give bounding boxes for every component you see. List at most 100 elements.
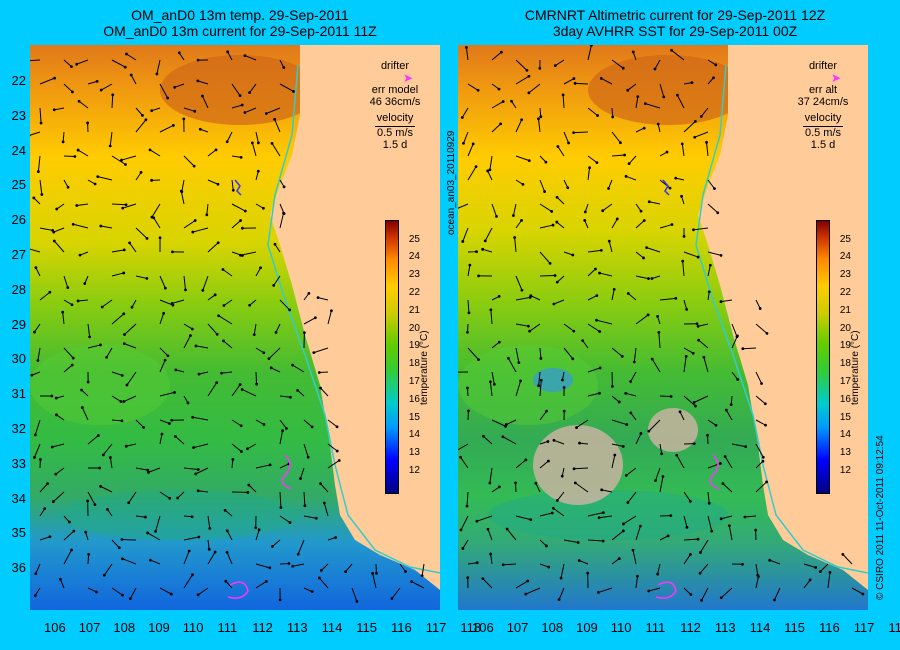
right-legend-speed: 0.5 m/s — [804, 127, 842, 139]
left-title: OM_anD0 13m temp. 29-Sep-2011 OM_anD0 13… — [40, 7, 440, 39]
colorbar-label: 23 — [408, 269, 420, 281]
longitude-tick-label: 115 — [356, 620, 378, 635]
longitude-tick-label: 111 — [217, 620, 238, 635]
longitude-tick-label: 118 — [460, 620, 482, 635]
right-legend: drifter ➤ err alt 37 24cm/s velocity 0.5… — [788, 60, 858, 151]
cool-patch — [458, 345, 598, 425]
longitude-tick-label: 112 — [680, 620, 701, 635]
longitude-tick-label: 110 — [610, 620, 632, 635]
colorbar-label: 17 — [408, 376, 420, 387]
current-vectors — [458, 45, 865, 602]
right-title-line1: CMRNRT Altimetric current for 29-Sep-201… — [524, 7, 826, 23]
longitude-tick-label: 109 — [148, 620, 170, 635]
latitude-tick-label: 22 — [11, 73, 26, 88]
longitude-tick-label: 107 — [506, 620, 529, 635]
latitude-tick-label: 24 — [11, 142, 26, 158]
cloud-patch — [648, 408, 698, 452]
coastline — [267, 64, 440, 574]
right-legend-days: 1.5 d — [810, 139, 836, 151]
colorbar-label: 21 — [839, 304, 851, 316]
longitude-tick-label: 117 — [853, 620, 875, 635]
copyright-text: © CSIRO 2011 11-Oct-2011 09:12:54 — [875, 435, 886, 600]
colorbar-label: 18 — [408, 358, 420, 370]
colorbar-label: 20 — [408, 322, 420, 334]
run-id-text: ocean_an03_20110929 — [446, 130, 457, 235]
longitude-tick-label: 112 — [252, 620, 273, 635]
colorbar-label: 22 — [408, 287, 420, 298]
colorbar-label: 25 — [408, 233, 420, 245]
left-legend-velocity: velocity — [376, 112, 414, 124]
left-title-line1: OM_anD0 13m temp. 29-Sep-2011 — [131, 7, 349, 23]
cloud-patch — [533, 425, 623, 505]
right-map-panel — [458, 45, 868, 610]
colorbar-label: 20 — [839, 322, 851, 334]
latitude-tick-label: 31 — [11, 386, 26, 402]
left-map — [30, 45, 440, 610]
right-legend-err-values: 37 24cm/s — [797, 96, 849, 108]
left-legend-err: err model — [371, 84, 419, 96]
left-map-panel — [30, 45, 440, 610]
latitude-tick-label: 34 — [11, 490, 26, 506]
right-legend-velocity: velocity — [804, 112, 842, 124]
colorbar-label: 16 — [839, 393, 851, 405]
longitude-tick-label: 111 — [645, 620, 666, 635]
cold-patch — [533, 368, 573, 392]
longitude-tick-label: 106 — [44, 620, 66, 635]
colorbar-label: 19 — [408, 340, 420, 352]
latitude-tick-label: 27 — [11, 247, 26, 262]
colorbar-label: 13 — [408, 447, 420, 459]
left-legend-err-values: 46 36cm/s — [369, 96, 421, 108]
latitude-tick-label: 30 — [11, 351, 26, 367]
longitude-tick-label: 110 — [182, 620, 204, 635]
longitude-tick-label: 117 — [425, 620, 447, 635]
colorbar-label: 25 — [839, 233, 851, 245]
left-legend-drifter: drifter — [380, 60, 410, 72]
longitude-tick-label: 108 — [541, 620, 564, 635]
longitude-tick-label: 118 — [888, 620, 900, 635]
colorbar-label: 24 — [839, 251, 851, 263]
longitude-tick-label: 116 — [819, 620, 840, 635]
drifter-tracks — [227, 179, 292, 599]
latitude-tick-label: 25 — [11, 177, 26, 193]
right-colorbar — [816, 220, 830, 494]
longitude-tick-label: 116 — [391, 620, 412, 635]
latitude-tick-label: 32 — [11, 421, 26, 436]
colorbar-label: 12 — [408, 465, 420, 476]
left-legend-days: 1.5 d — [382, 139, 408, 151]
cool-patch — [30, 345, 170, 425]
velocity-arrow-icon — [803, 124, 843, 127]
colorbar-label: 16 — [408, 393, 420, 405]
right-map — [458, 45, 868, 610]
right-colorbar-title: temperature (°C) — [850, 330, 861, 405]
cool-patch — [488, 490, 728, 540]
colorbar-label: 24 — [408, 251, 420, 263]
colorbar-label: 14 — [408, 429, 420, 441]
colorbar-label: 18 — [839, 358, 851, 370]
longitude-tick-label: 114 — [321, 620, 343, 635]
current-vectors — [30, 50, 425, 603]
left-legend: drifter ➤ err model 46 36cm/s velocity 0… — [360, 60, 430, 151]
colorbar-label: 19 — [839, 340, 851, 352]
longitude-tick-label: 113 — [286, 620, 308, 635]
latitude-tick-label: 36 — [11, 560, 26, 576]
warm-patch — [588, 55, 748, 125]
longitude-tick-label: 113 — [714, 620, 736, 635]
longitude-tick-label: 115 — [784, 620, 806, 635]
colorbar-label: 13 — [839, 447, 851, 459]
colorbar-label: 21 — [408, 304, 420, 316]
cool-patch — [60, 490, 300, 540]
left-colorbar — [385, 220, 399, 494]
warm-patch — [160, 55, 320, 125]
right-title: CMRNRT Altimetric current for 29-Sep-201… — [465, 7, 885, 39]
left-colorbar-title: temperature (°C) — [419, 330, 430, 405]
velocity-arrow-icon — [375, 124, 415, 127]
drifter-arrow-icon: ➤ — [402, 71, 414, 85]
longitude-tick-label: 109 — [576, 620, 598, 635]
colorbar-label: 15 — [408, 411, 420, 423]
left-title-line2: OM_anD0 13m current for 29-Sep-2011 11Z — [103, 23, 377, 39]
latitude-tick-label: 23 — [11, 107, 26, 123]
longitude-tick-label: 114 — [749, 620, 771, 635]
longitude-tick-label: 108 — [113, 620, 136, 635]
right-legend-err: err alt — [808, 84, 838, 96]
latitude-tick-label: 29 — [11, 316, 26, 332]
